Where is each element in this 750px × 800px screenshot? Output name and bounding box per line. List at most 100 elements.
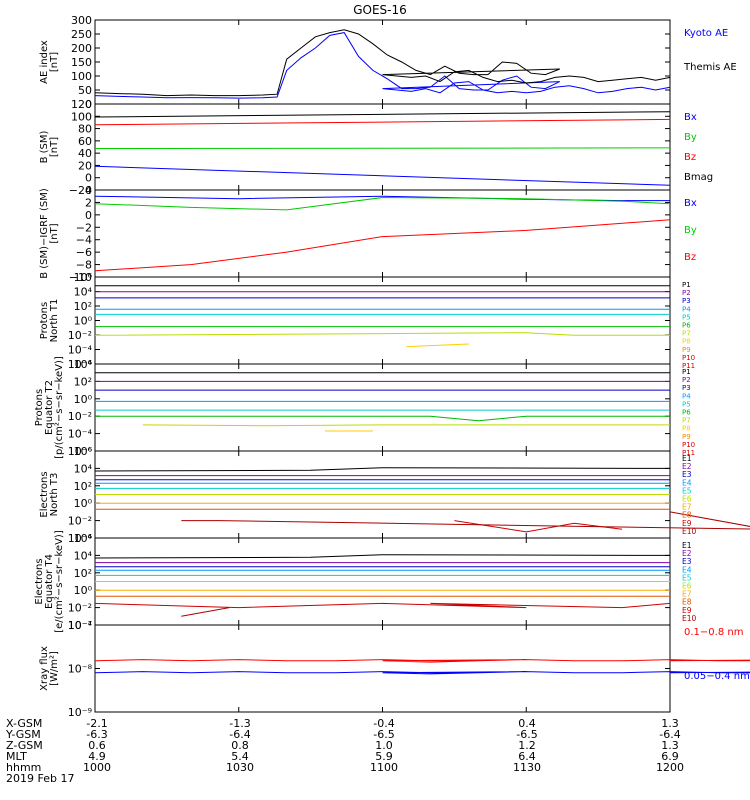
y-axis-label: Protons [39, 302, 50, 339]
y-axis-label: [W/m²] [49, 651, 60, 686]
panel-frame [94, 363, 671, 452]
footer-row-label: hhmm [6, 761, 41, 774]
footer-value: -2.1 [86, 717, 107, 730]
legend-label: P2 [682, 376, 691, 384]
y-tick-label: 0 [85, 209, 92, 222]
y-tick-label: 10⁴ [74, 358, 93, 371]
y-tick-label: 10⁻⁶ [68, 445, 93, 458]
footer-value: 1.2 [518, 739, 536, 752]
y-tick-label: 2 [85, 196, 92, 209]
y-axis-label: AE index [39, 40, 50, 84]
y-tick-label: 100 [71, 70, 92, 83]
y-tick-label: −4 [76, 234, 92, 247]
y-tick-label: 10⁻² [68, 515, 92, 528]
legend-label: E7 [682, 590, 692, 599]
legend-label: P1 [682, 281, 691, 289]
footer-value: -6.4 [659, 728, 680, 741]
panel-frame [94, 19, 671, 105]
y-tick-label: 0 [85, 98, 92, 111]
y-tick-label: 10⁻⁹ [68, 706, 92, 719]
y-axis-label: Equator T4 [44, 554, 55, 609]
y-tick-label: 100 [71, 110, 92, 123]
y-axis-label: Electrons [39, 471, 50, 517]
y-tick-label: −2 [76, 221, 92, 234]
y-tick-label: 10⁻² [68, 329, 92, 342]
footer-value: 0.4 [518, 717, 536, 730]
y-axis-label: [nT] [49, 137, 60, 157]
y-tick-label: 80 [78, 123, 92, 136]
chart-panel-5: 10⁴ 10² 10⁰ 10⁻² 10⁻⁴ 10⁻⁶ Protons Equator T2 [p… [34, 356, 695, 459]
legend-label: 0.1−0.8 nm [684, 627, 743, 638]
legend-label: E4 [682, 478, 692, 487]
chart-panel-3: 420−2−4−6−8−10 B (SM)−IGRF (SM) [nT] Bx By Bz [39, 184, 697, 284]
legend-label: P8 [682, 425, 691, 433]
legend-label: Bmag [684, 172, 713, 183]
legend-label: E2 [682, 462, 692, 471]
footer-value: 1100 [370, 761, 398, 774]
legend-label: By [684, 132, 697, 143]
y-tick-label: 10⁰ [74, 393, 93, 406]
series-line-bz [94, 118, 671, 126]
y-axis-label: [nT] [49, 52, 60, 72]
legend-label: E5 [682, 486, 692, 495]
chart-panel-8: 10⁻⁷ 10⁻⁸ 10⁻⁹ Xray flux [W/m²] 0.1−0.8 nm 0.0… [39, 619, 750, 719]
legend-label: E9 [682, 606, 692, 615]
footer-value: 1.3 [661, 717, 679, 730]
series-line-0-05-0-4-nm [94, 671, 750, 675]
series-line-p7 [94, 332, 670, 336]
y-tick-label: 120 [71, 98, 92, 111]
footer-row-label: 2019 Feb 17 [6, 772, 74, 785]
panel-frame [94, 276, 671, 365]
series-line-bx [94, 165, 671, 186]
y-tick-label: −6 [76, 246, 92, 259]
y-tick-label: −10 [69, 271, 92, 284]
y-tick-label: 0 [85, 172, 92, 185]
series-line-0-1-0-8-nm [94, 659, 750, 663]
y-tick-label: 10⁻² [68, 410, 92, 423]
series-line-e10 [181, 607, 230, 617]
y-tick-label: 10² [74, 480, 92, 493]
legend-label: P9 [682, 433, 691, 441]
footer-value: 6.4 [518, 750, 536, 763]
footer-value: 5.9 [375, 750, 393, 763]
footer-value: -1.3 [229, 717, 250, 730]
legend-label: P4 [682, 392, 691, 400]
y-tick-label: 10⁻⁴ [68, 619, 93, 632]
y-axis-label: [nT] [49, 223, 60, 243]
footer-value: 1000 [83, 761, 111, 774]
panel-frame [94, 103, 671, 191]
footer-value: -0.4 [373, 717, 394, 730]
legend-label: P3 [682, 297, 691, 305]
figure-title: GOES-16 [353, 3, 407, 17]
series-line-p6 [95, 415, 670, 422]
y-tick-label: 50 [78, 84, 92, 97]
legend-label: E6 [682, 582, 692, 591]
legend-label: E9 [682, 519, 692, 528]
legend-label: P7 [682, 330, 691, 338]
footer-row-label: Y-GSM [5, 728, 41, 741]
y-tick-label: −20 [69, 184, 92, 197]
footer-value: -6.5 [373, 728, 394, 741]
footer-value: 0.8 [231, 739, 249, 752]
footer-value: 1030 [226, 761, 254, 774]
legend-label: P10 [682, 441, 695, 449]
footer-row-label: Z-GSM [6, 739, 43, 752]
footer-value: 4.9 [88, 750, 106, 763]
y-tick-label: 150 [71, 56, 92, 69]
series-line-bmag [94, 111, 671, 118]
footer-row-label: X-GSM [6, 717, 42, 730]
legend-label: E6 [682, 495, 692, 504]
legend-label: P10 [682, 354, 695, 362]
series-line-p7 [142, 424, 670, 427]
series-line-bz [94, 219, 671, 272]
panel-frame [94, 189, 671, 278]
y-tick-label: −8 [76, 259, 92, 272]
series-line-by [94, 147, 671, 149]
footer-value: 1130 [513, 761, 541, 774]
footer-row-label: MLT [6, 750, 27, 763]
y-tick-label: 10⁴ [74, 549, 93, 562]
footer-value: 0.6 [88, 739, 106, 752]
